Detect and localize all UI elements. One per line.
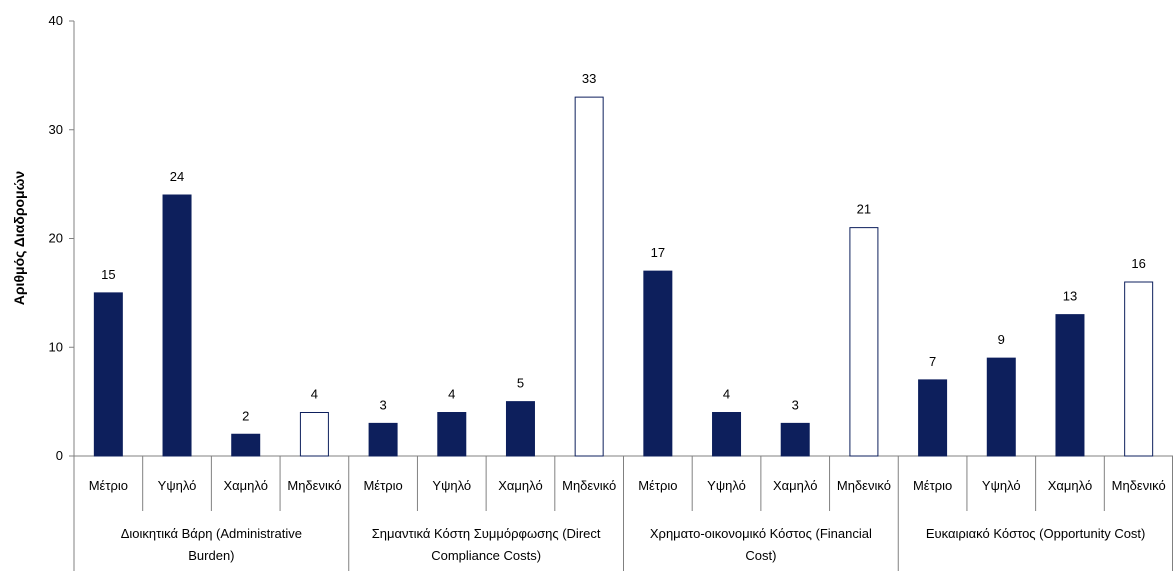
category-label: Υψηλό [158,478,197,493]
category-label: Μέτριο [363,478,402,493]
data-label: 3 [792,397,799,412]
category-label: Χαμηλό [498,478,542,493]
y-tick-label: 20 [49,231,63,246]
bar [368,422,398,457]
category-label: Μηδενικό [562,478,616,493]
bar [780,422,810,457]
data-label: 24 [170,169,184,184]
labels: 15 Μέτριο 24 Υψηλό 2 Χαμηλό 4 Μηδενικό Διοικητικ… [89,71,1166,563]
bar [505,401,535,457]
y-tick-label: 0 [56,448,63,463]
data-label: 3 [379,397,386,412]
bar [712,412,742,457]
data-label: 21 [857,202,871,217]
group-label: Σημαντικά Κόστη Συμμόρφωσης (Direct [372,526,601,541]
group-label: Διοικητικά Βάρη (Administrative [121,526,302,541]
group-label: Compliance Costs) [431,548,541,563]
bar [849,227,879,457]
group-label: Χρηματο-οικονομικό Κόστος (Financial [650,526,872,541]
data-label: 9 [998,332,1005,347]
bar [918,379,948,457]
group-label: Burden) [188,548,234,563]
data-label: 16 [1131,256,1145,271]
data-label: 4 [723,387,730,402]
category-label: Μηδενικό [287,478,341,493]
category-label: Υψηλό [432,478,471,493]
group-label: Cost) [745,548,776,563]
bar [1055,314,1085,457]
data-label: 33 [582,71,596,86]
category-label: Υψηλό [982,478,1021,493]
bar [986,357,1016,457]
data-label: 2 [242,408,249,423]
data-label: 4 [311,387,318,402]
data-label: 17 [651,245,665,260]
category-label: Χαμηλό [773,478,817,493]
data-label: 13 [1063,289,1077,304]
category-label: Μηδενικό [837,478,891,493]
category-label: Μέτριο [89,478,128,493]
bar [437,412,467,457]
bar [231,433,261,457]
bars [93,96,1154,457]
y-tick-label: 30 [49,122,63,137]
category-label: Μέτριο [638,478,677,493]
y-axis-label: Αριθμός Διαδρομών [11,171,27,306]
bar [1124,281,1154,457]
category-label: Μηδενικό [1112,478,1166,493]
y-tick-label: 40 [49,13,63,28]
data-label: 5 [517,376,524,391]
data-label: 4 [448,387,455,402]
category-label: Υψηλό [707,478,746,493]
y-tick-label: 10 [49,339,63,354]
data-label: 7 [929,354,936,369]
bar [162,194,192,457]
bar [643,270,673,457]
category-label: Χαμηλό [1048,478,1092,493]
bar [93,292,123,457]
category-label: Μέτριο [913,478,952,493]
data-label: 15 [101,267,115,282]
bar [574,96,604,457]
bar [299,412,329,457]
category-label: Χαμηλό [223,478,267,493]
group-label: Ευκαιριακό Κόστος (Opportunity Cost) [926,526,1146,541]
